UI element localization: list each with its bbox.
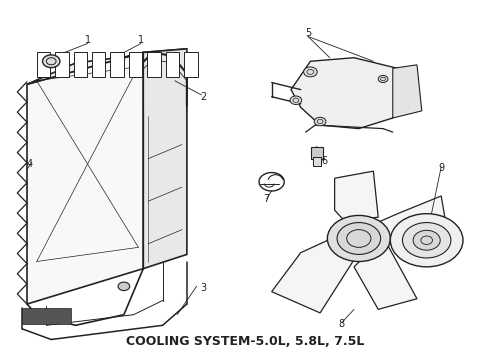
Text: 1: 1	[84, 35, 91, 45]
Circle shape	[337, 222, 381, 255]
Text: 3: 3	[201, 283, 207, 293]
Polygon shape	[354, 246, 417, 309]
Polygon shape	[184, 53, 197, 77]
Text: 8: 8	[339, 319, 345, 329]
Polygon shape	[373, 196, 446, 242]
Text: COOLING SYSTEM-5.0L, 5.8L, 7.5L: COOLING SYSTEM-5.0L, 5.8L, 7.5L	[126, 335, 364, 348]
Circle shape	[378, 76, 388, 82]
Circle shape	[118, 282, 130, 291]
Polygon shape	[110, 53, 124, 77]
Polygon shape	[27, 49, 187, 84]
Polygon shape	[92, 53, 105, 77]
Polygon shape	[37, 53, 50, 77]
Polygon shape	[393, 65, 422, 118]
Text: 9: 9	[438, 163, 444, 172]
Circle shape	[43, 55, 60, 68]
Polygon shape	[335, 171, 378, 221]
Polygon shape	[74, 53, 87, 77]
Circle shape	[327, 215, 391, 261]
Text: 2: 2	[201, 92, 207, 102]
Polygon shape	[291, 58, 402, 129]
Polygon shape	[27, 53, 143, 304]
Polygon shape	[311, 147, 322, 159]
Polygon shape	[22, 307, 71, 324]
Text: 1: 1	[138, 35, 144, 45]
Text: 7: 7	[264, 194, 270, 204]
Text: 4: 4	[26, 159, 32, 169]
Polygon shape	[166, 53, 179, 77]
Polygon shape	[271, 235, 354, 313]
Text: 6: 6	[322, 156, 328, 166]
Circle shape	[413, 230, 440, 250]
Text: 5: 5	[305, 28, 311, 38]
Circle shape	[402, 222, 451, 258]
Polygon shape	[313, 157, 320, 166]
Polygon shape	[147, 53, 161, 77]
Circle shape	[391, 214, 463, 267]
Polygon shape	[55, 53, 69, 77]
Circle shape	[304, 67, 317, 77]
Circle shape	[314, 117, 326, 126]
Polygon shape	[143, 49, 187, 269]
Polygon shape	[129, 53, 142, 77]
Circle shape	[290, 96, 302, 104]
